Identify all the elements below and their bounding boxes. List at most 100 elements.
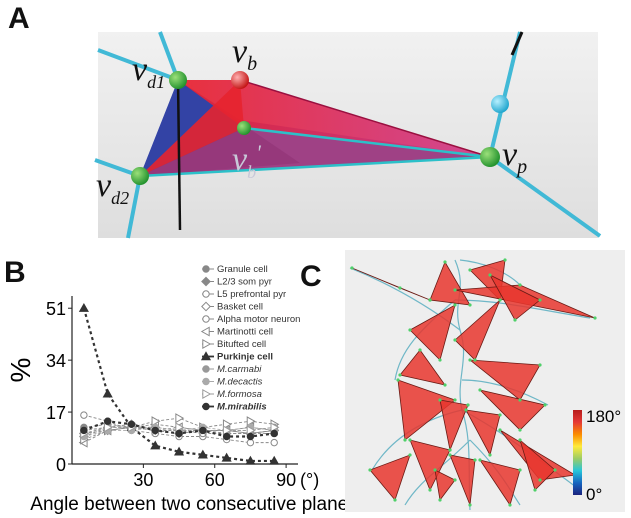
node-dot — [538, 363, 542, 367]
label-vd1: vd1 — [132, 51, 165, 92]
node-dot — [408, 438, 412, 442]
branch-lines — [94, 31, 602, 239]
legend-marker — [202, 365, 210, 373]
node-dot — [398, 286, 402, 290]
node-dots — [350, 258, 597, 507]
data-point — [222, 419, 232, 430]
node-dot — [443, 260, 447, 264]
data-point — [175, 422, 185, 433]
data-point — [222, 432, 231, 441]
data-point — [175, 429, 183, 438]
legend-marker — [202, 290, 210, 298]
legend-marker — [202, 388, 212, 400]
legend-label: Basket cell — [217, 302, 263, 313]
node-dot — [503, 258, 507, 262]
data-point — [270, 438, 278, 447]
data-point — [150, 440, 161, 450]
node-dot — [478, 458, 482, 462]
vertex-vb-prime — [237, 121, 251, 135]
legend-label: Martinotti cell — [217, 327, 273, 338]
data-point — [246, 425, 256, 436]
data-point — [78, 303, 89, 312]
data-point — [102, 388, 113, 398]
node-dot — [443, 383, 447, 387]
legend-label: M.carmabi — [217, 364, 262, 375]
node-dot — [518, 283, 522, 287]
y-tick-label: 0 — [56, 455, 66, 475]
y-tick-label: 17 — [46, 403, 66, 423]
legend-marker — [202, 377, 210, 386]
red-plane-top — [178, 80, 490, 157]
data-point — [173, 446, 185, 456]
node-dot — [398, 373, 402, 377]
colorbar — [573, 410, 582, 495]
node-dot — [433, 468, 437, 472]
node-dot — [438, 358, 442, 362]
panel-label-a: A — [8, 2, 30, 35]
legend-marker — [202, 402, 210, 411]
data-point — [270, 422, 280, 433]
data-point — [246, 432, 255, 441]
node-dot — [396, 378, 400, 382]
node-dot — [403, 438, 407, 442]
label-vp: vp — [502, 136, 527, 178]
legend-marker — [201, 276, 211, 287]
colorbar-min-label: 0° — [586, 485, 602, 504]
node-dot — [428, 298, 432, 302]
vertex-vd1 — [169, 71, 187, 89]
node-dot — [468, 503, 472, 507]
node-dot — [438, 398, 442, 402]
node-dot — [498, 428, 502, 432]
node-dot — [453, 303, 457, 307]
node-dot — [368, 468, 372, 472]
edge-lines — [139, 126, 491, 178]
node-dot — [498, 413, 502, 417]
x-tick-label: 90 — [276, 470, 296, 490]
legend-label: Bitufted cell — [217, 339, 266, 350]
label-vb-prime: vb' — [232, 140, 261, 182]
legend-marker — [202, 315, 210, 323]
node-dot — [428, 488, 432, 492]
node-dot — [448, 453, 452, 457]
data-point — [151, 426, 159, 435]
data-point — [127, 420, 136, 428]
legend-label: M.decactis — [217, 377, 263, 388]
node-dot — [468, 303, 472, 307]
red-plane-left — [140, 80, 244, 176]
data-point — [175, 413, 185, 424]
panel-label-c: C — [300, 260, 322, 293]
top-edge — [239, 79, 491, 158]
node-dot — [543, 403, 547, 407]
node-dot — [518, 438, 522, 442]
node-dot — [464, 408, 468, 412]
vertex-vb — [231, 71, 249, 89]
node-dot — [448, 448, 452, 452]
node-dot — [478, 388, 482, 392]
legend-marker — [202, 338, 212, 350]
y-tick-label: 34 — [46, 351, 66, 371]
legend-label: Alpha motor neuron — [217, 314, 300, 325]
x-tick-label: 30 — [133, 470, 153, 490]
data-point — [80, 426, 88, 435]
data-point — [80, 411, 88, 419]
node-dot — [350, 266, 354, 270]
panel-label-b: B — [4, 256, 26, 289]
node-dot — [538, 298, 542, 302]
red-plane-bottom — [140, 128, 490, 176]
x-unit-label: (°) — [300, 470, 319, 490]
node-dot — [533, 488, 537, 492]
black-branch — [510, 31, 524, 56]
node-dot — [538, 478, 542, 482]
legend-label: M.formosa — [217, 389, 262, 400]
data-point — [221, 452, 232, 462]
node-dot — [488, 273, 492, 277]
legend-label: Granule cell — [217, 264, 268, 275]
data-point — [245, 455, 256, 465]
node-dot — [408, 453, 412, 457]
colorbar-max-label: 180° — [586, 407, 621, 426]
legend-marker — [202, 265, 210, 273]
legend-label: M.mirabilis — [217, 402, 267, 413]
data-point — [103, 417, 112, 425]
